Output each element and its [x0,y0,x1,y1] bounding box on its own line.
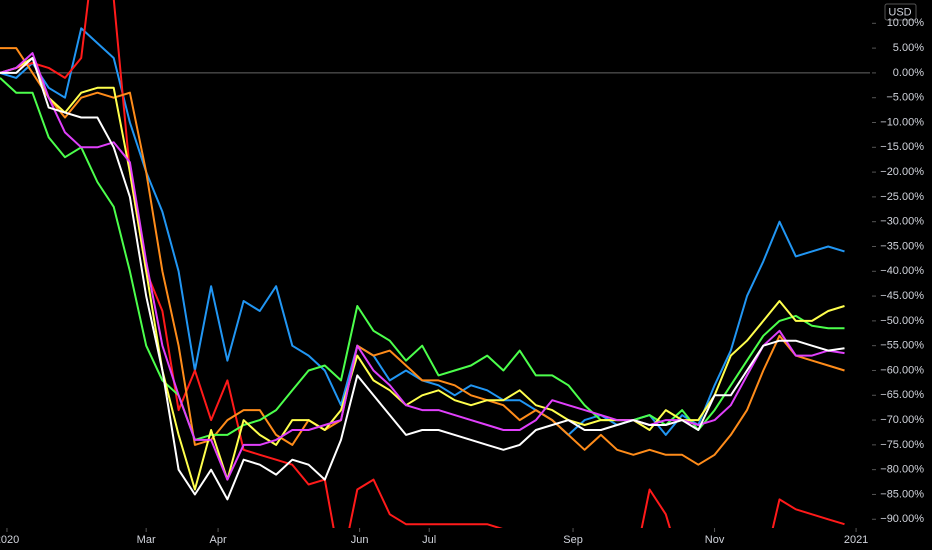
y-tick-label: 10.00% [887,17,925,29]
y-tick-label: −20.00% [880,166,924,178]
y-tick-label: −70.00% [880,414,924,426]
x-tick-label: Mar [137,534,156,546]
y-tick-label: −5.00% [886,92,924,104]
y-tick-label: −50.00% [880,315,924,327]
y-tick-label: 5.00% [893,42,924,54]
series-line [0,57,845,491]
y-tick-label: −85.00% [880,488,924,500]
x-tick-label: 2020 [0,534,19,546]
y-tick-label: 0.00% [893,67,924,79]
y-tick-label: −90.00% [880,513,924,525]
series-line [0,47,845,466]
y-tick-label: −45.00% [880,290,924,302]
y-tick-label: −35.00% [880,240,924,252]
series-line [0,57,845,501]
y-tick-label: −15.00% [880,141,924,153]
plot-area [0,0,870,528]
series-line [0,52,845,481]
y-tick-label: −25.00% [880,191,924,203]
x-tick-label: Jul [422,534,436,546]
y-tick-label: −40.00% [880,265,924,277]
y-tick-label: −65.00% [880,389,924,401]
unit-label: USD [888,6,911,18]
x-tick-label: Apr [210,534,227,546]
y-tick-label: −55.00% [880,340,924,352]
y-tick-label: −30.00% [880,216,924,228]
y-tick-label: −60.00% [880,364,924,376]
unit-box [884,3,917,21]
y-tick-label: −80.00% [880,464,924,476]
y-tick-label: −75.00% [880,439,924,451]
y-tick-label: −10.00% [880,116,924,128]
x-tick-label: 2021 [844,534,868,546]
x-tick-label: Jun [351,534,369,546]
x-tick-label: Nov [705,534,725,546]
x-tick-label: Sep [563,534,583,546]
